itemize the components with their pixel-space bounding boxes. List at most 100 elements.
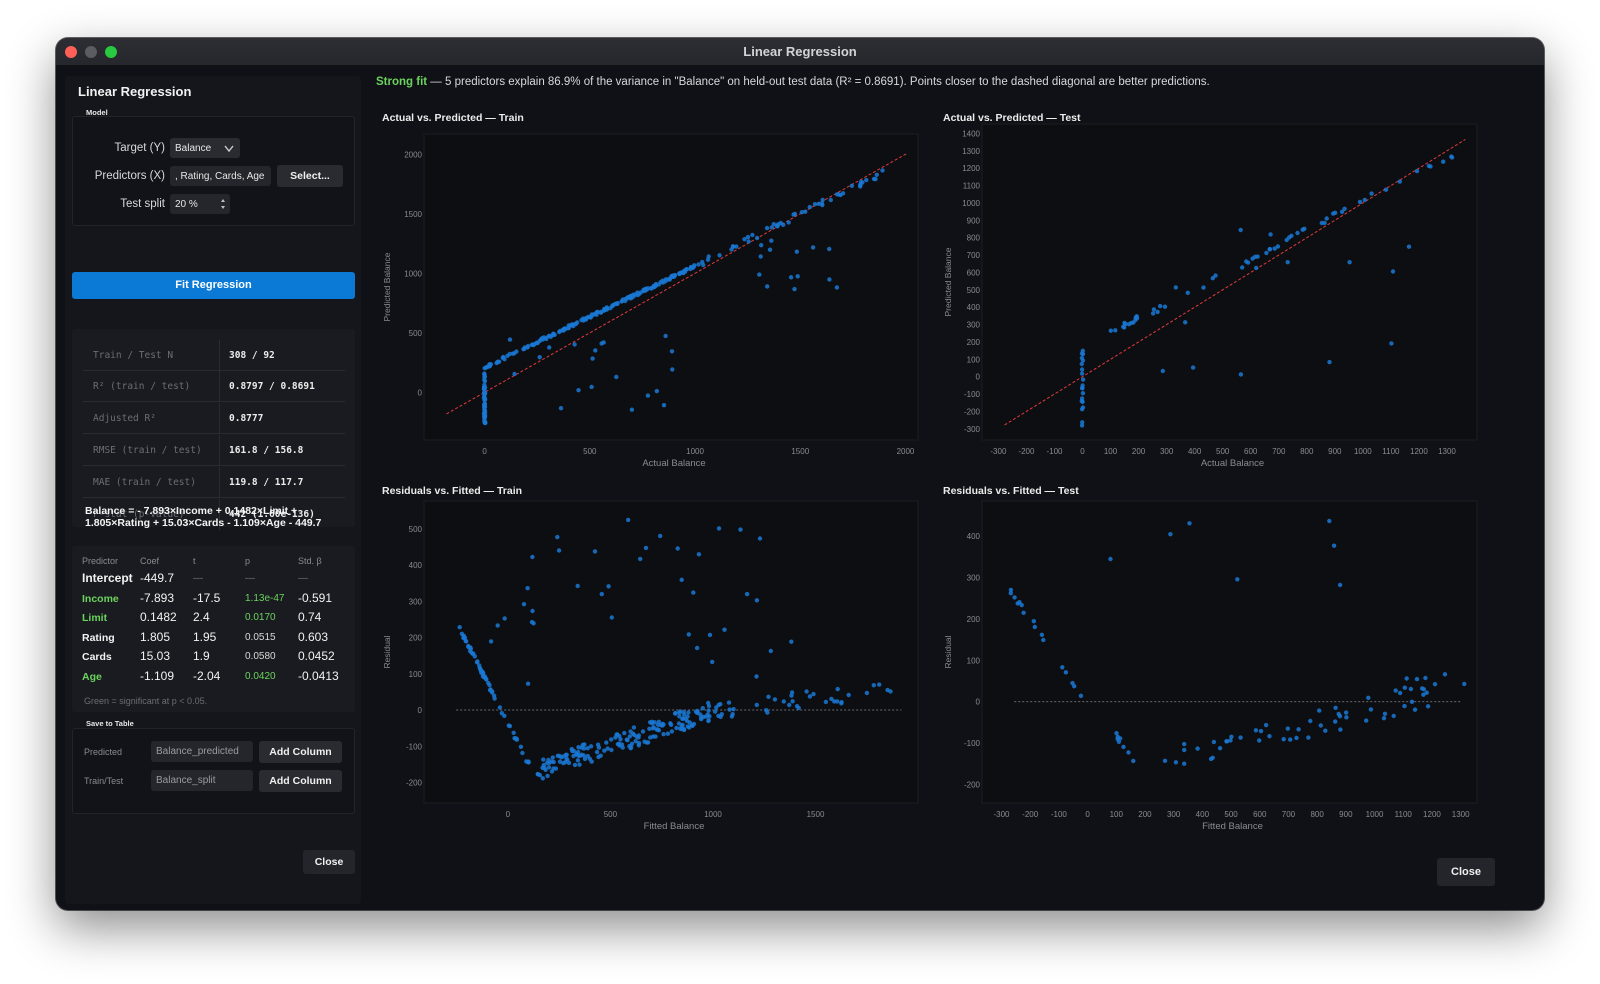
data-point: [655, 727, 660, 732]
stats-row: Adjusted R² 0.8777: [83, 403, 345, 434]
x-tick-label: 500: [1216, 447, 1230, 456]
data-point: [1116, 739, 1122, 744]
y-tick-label: -200: [964, 781, 981, 790]
data-point: [482, 382, 487, 387]
stepper-arrows-icon[interactable]: [220, 198, 226, 210]
sidebar-close-button[interactable]: Close: [303, 850, 355, 874]
reference-diagonal-line: [446, 153, 907, 415]
y-tick-label: 200: [967, 615, 981, 624]
data-point: [772, 697, 778, 702]
y-tick-label: 1300: [962, 147, 980, 156]
data-point: [556, 548, 562, 553]
data-point: [1121, 744, 1126, 750]
data-point: [766, 694, 771, 699]
data-point: [1391, 713, 1396, 719]
data-point: [482, 372, 487, 377]
target-select[interactable]: Balance: [170, 138, 240, 158]
data-point: [1160, 368, 1165, 374]
y-tick-label: 700: [967, 251, 981, 260]
data-point: [687, 720, 692, 725]
y-tick-label: 1500: [404, 210, 422, 219]
data-point: [834, 285, 840, 290]
predicted-column-field[interactable]: Balance_predicted: [151, 741, 253, 762]
x-tick-label: -200: [1022, 810, 1039, 819]
coef-row: Income -7.893 -17.5 1.13e-47 -0.591: [72, 591, 355, 609]
data-point: [461, 635, 466, 641]
x-tick-label: 700: [1282, 810, 1296, 819]
select-predictors-button[interactable]: Select...: [277, 165, 343, 187]
data-point: [1397, 690, 1403, 696]
test-split-label: Test split: [120, 198, 165, 210]
data-point: [1150, 311, 1156, 316]
fit-regression-button[interactable]: Fit Regression: [72, 272, 355, 299]
data-point: [609, 737, 614, 742]
x-axis-label: Fitted Balance: [1202, 821, 1263, 832]
data-point: [781, 699, 786, 704]
data-point: [789, 690, 795, 695]
data-point: [582, 756, 588, 762]
data-point: [541, 757, 546, 762]
data-point: [1012, 595, 1017, 600]
data-point: [497, 705, 503, 710]
data-point: [701, 714, 706, 720]
x-tick-label: 1000: [1354, 447, 1372, 456]
data-point: [677, 710, 682, 715]
data-point: [730, 712, 735, 717]
test-split-stepper[interactable]: 20 %: [170, 194, 230, 214]
data-point: [507, 337, 513, 342]
data-point: [620, 297, 626, 302]
data-point: [771, 222, 776, 227]
coef-cell-std: 0.603: [298, 629, 329, 644]
minimize-window-button[interactable]: [85, 46, 97, 58]
data-point: [1019, 602, 1024, 608]
regression-equation: Balance = - 7.893×Income + 0.1482×Limit …: [85, 505, 322, 529]
data-point: [804, 689, 809, 694]
predictors-field[interactable]: , Rating, Cards, Age: [170, 166, 271, 186]
data-point: [1008, 591, 1013, 596]
add-split-column-button[interactable]: Add Column: [259, 770, 342, 792]
y-tick-label: 100: [409, 670, 423, 679]
x-tick-label: 100: [1104, 447, 1118, 456]
data-point: [482, 397, 488, 402]
add-predicted-column-button[interactable]: Add Column: [259, 741, 342, 763]
data-point: [718, 702, 723, 707]
x-tick-label: 500: [604, 810, 618, 819]
data-point: [602, 748, 607, 753]
close-window-button[interactable]: [65, 46, 77, 58]
data-point: [691, 590, 696, 595]
data-point: [501, 354, 506, 360]
data-point: [606, 584, 611, 589]
data-point: [525, 586, 530, 591]
data-point: [669, 729, 675, 734]
data-point: [482, 410, 488, 415]
data-point: [807, 204, 812, 210]
coef-cell-p: 0.0170: [245, 612, 276, 624]
stats-row: F-stat (p-value) 442 (1.60e-136): [83, 499, 345, 530]
data-point: [511, 730, 516, 735]
data-point: [758, 254, 763, 259]
coef-cell-name: Limit: [82, 612, 108, 625]
data-point: [685, 724, 690, 729]
y-tick-label: 100: [967, 355, 981, 364]
data-point: [827, 246, 832, 252]
data-point: [1080, 348, 1085, 353]
data-point: [769, 238, 774, 243]
data-point: [681, 709, 686, 715]
data-point: [1208, 756, 1214, 762]
data-point: [1063, 670, 1069, 675]
data-point: [561, 760, 566, 766]
data-point: [495, 623, 500, 628]
data-point: [707, 632, 713, 638]
data-point: [757, 272, 762, 277]
data-point: [1151, 307, 1157, 312]
data-point: [1404, 676, 1409, 681]
y-tick-label: 500: [967, 286, 981, 295]
data-point: [705, 712, 710, 717]
close-button[interactable]: Close: [1437, 858, 1495, 886]
zoom-window-button[interactable]: [105, 46, 117, 58]
split-column-field[interactable]: Balance_split: [151, 770, 253, 791]
coef-cell-t: 1.9: [193, 649, 210, 664]
data-point: [839, 700, 844, 705]
data-point: [1122, 325, 1127, 330]
data-point: [594, 749, 600, 755]
